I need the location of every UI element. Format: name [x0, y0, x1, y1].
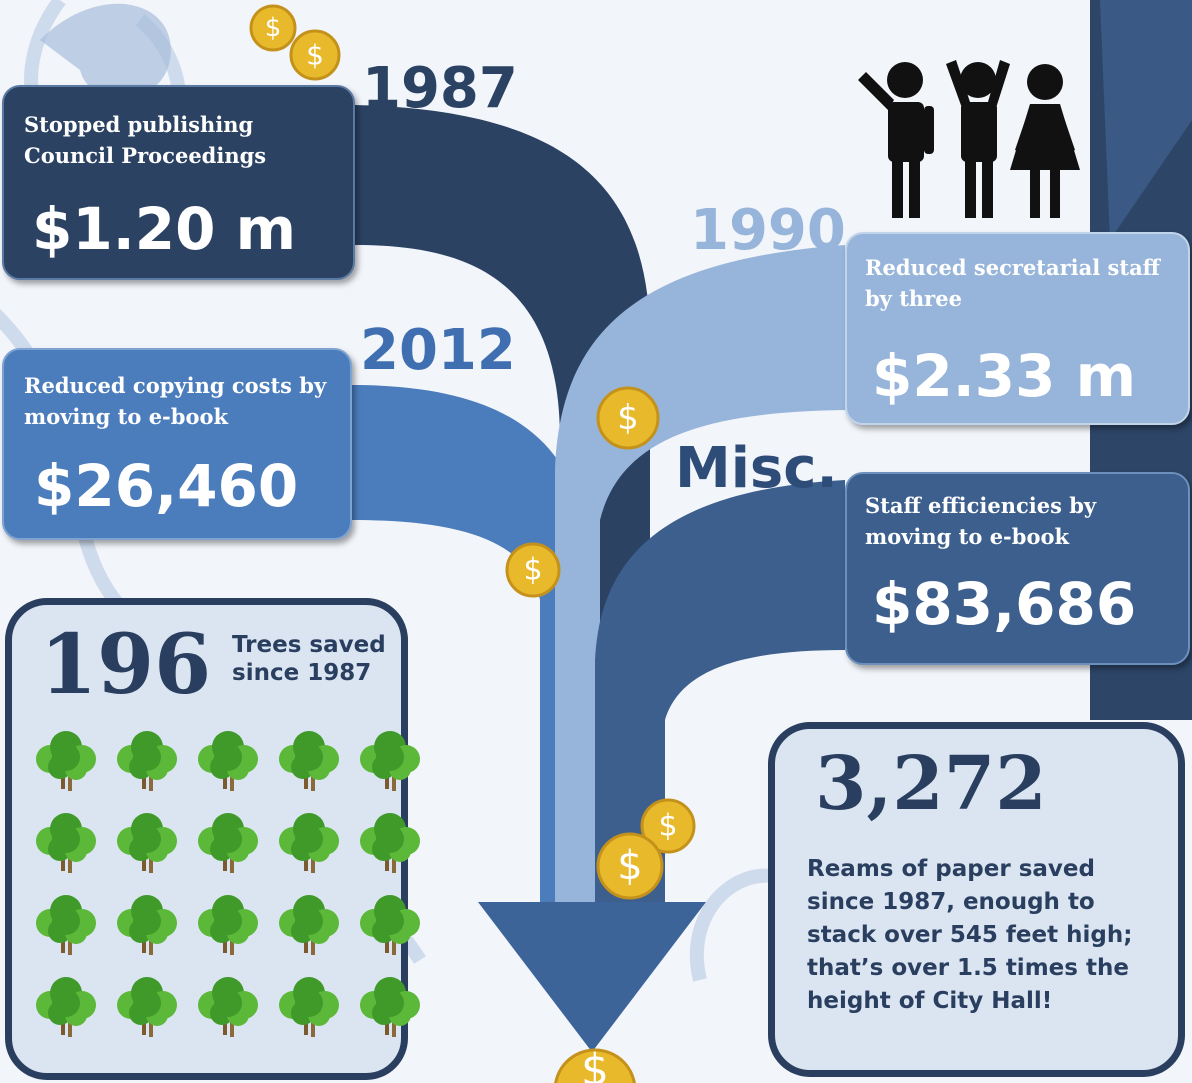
tree-icon	[279, 731, 339, 791]
tree-foliage	[214, 907, 242, 935]
year-label: 2012	[360, 318, 516, 383]
tree-foliage	[376, 989, 404, 1017]
tree-icon	[360, 977, 420, 1037]
tree-foliage	[295, 743, 323, 771]
arrowhead	[478, 902, 706, 1052]
tree-icon	[36, 977, 96, 1037]
saving-description: Reduced secretarial staff by three	[865, 252, 1165, 314]
tree-icon	[360, 895, 420, 955]
saving-box: Staff efficiencies by moving to e-book $…	[845, 472, 1190, 665]
trees-number: 196	[40, 617, 211, 713]
tree-foliage	[214, 743, 242, 771]
tree-foliage	[295, 825, 323, 853]
tree-foliage	[376, 907, 404, 935]
saving-box: Reduced copying costs by moving to e-boo…	[2, 348, 352, 540]
tree-icon	[36, 731, 96, 791]
tree-icon	[198, 895, 258, 955]
tree-icon	[198, 731, 258, 791]
tree-icon	[36, 895, 96, 955]
year-label: 1990	[690, 198, 846, 263]
tree-foliage	[214, 989, 242, 1017]
coin-symbol: $	[306, 39, 324, 72]
tree-icon	[117, 977, 177, 1037]
tree-foliage	[214, 825, 242, 853]
year-label: 1987	[362, 56, 518, 121]
trees-panel: 196 Trees saved since 1987	[5, 598, 408, 1080]
tree-icon	[198, 977, 258, 1037]
tree-foliage	[52, 825, 80, 853]
tree-foliage	[295, 989, 323, 1017]
saving-description: Reduced copying costs by moving to e-boo…	[24, 370, 344, 432]
coin-symbol: $	[617, 398, 639, 438]
people-icon	[858, 60, 1080, 218]
tree-foliage	[52, 989, 80, 1017]
saving-amount: $1.20 m	[32, 195, 296, 263]
tree-icon	[36, 813, 96, 873]
tree-foliage	[133, 825, 161, 853]
tree-foliage	[376, 825, 404, 853]
tree-foliage	[376, 743, 404, 771]
tree-foliage	[133, 907, 161, 935]
infographic: $ $ $ $ $ $ $ 1987 Stopped publishing Co…	[0, 0, 1192, 1083]
saving-description: Stopped publishing Council Proceedings	[24, 109, 324, 171]
paper-number: 3,272	[815, 741, 1047, 827]
saving-amount: $26,460	[34, 452, 298, 520]
saving-amount: $83,686	[872, 570, 1136, 638]
tree-foliage	[295, 907, 323, 935]
tree-icon	[117, 813, 177, 873]
tree-foliage	[133, 989, 161, 1017]
tree-icon	[279, 813, 339, 873]
trees-label: Trees saved since 1987	[232, 631, 402, 687]
coin-symbol: $	[581, 1045, 609, 1083]
paper-panel: 3,272 Reams of paper saved since 1987, e…	[768, 722, 1185, 1077]
tree-foliage	[52, 743, 80, 771]
tree-icon	[360, 731, 420, 791]
tree-icon	[198, 813, 258, 873]
tree-icon	[117, 731, 177, 791]
paper-text: Reams of paper saved since 1987, enough …	[807, 853, 1157, 1018]
year-label: Misc.	[675, 436, 838, 501]
tree-icon	[117, 895, 177, 955]
tree-foliage	[52, 907, 80, 935]
tree-icon	[279, 977, 339, 1037]
tree-icon	[279, 895, 339, 955]
coin-symbol: $	[523, 553, 542, 588]
tree-foliage	[133, 743, 161, 771]
coin-symbol: $	[658, 809, 677, 844]
saving-box: Stopped publishing Council Proceedings $…	[2, 85, 355, 280]
saving-amount: $2.33 m	[872, 342, 1136, 410]
saving-description: Staff efficiencies by moving to e-book	[865, 490, 1175, 552]
tree-icon	[360, 813, 420, 873]
saving-box: Reduced secretarial staff by three $2.33…	[845, 232, 1190, 425]
tree-grid	[32, 723, 422, 1063]
coin-symbol: $	[265, 13, 282, 43]
coin-symbol: $	[617, 843, 642, 889]
